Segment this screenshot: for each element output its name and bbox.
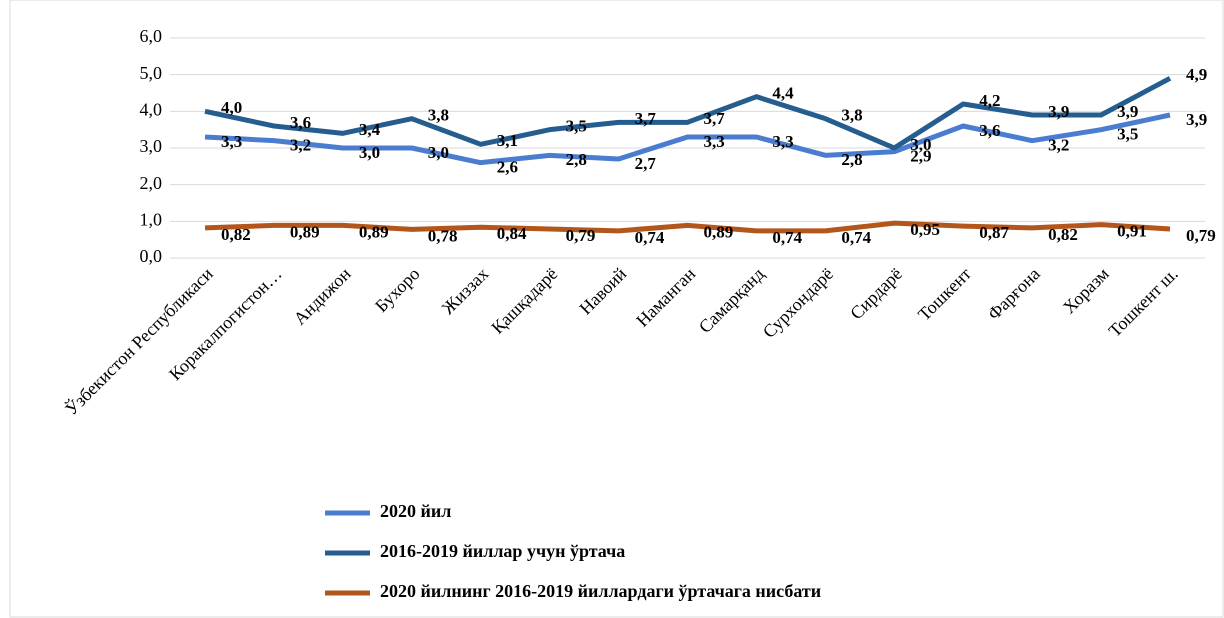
frame [9, 0, 1224, 618]
value-label: 0,78 [428, 226, 458, 245]
value-label: 0,91 [1117, 222, 1147, 241]
value-label: 3,0 [359, 143, 380, 162]
value-label: 0,84 [497, 224, 527, 243]
value-label: 3,4 [359, 120, 381, 139]
x-tick-label: Бухоро [371, 264, 423, 316]
value-label: 0,79 [1186, 226, 1216, 245]
series-line [204, 112, 1171, 166]
x-tick-label: Сирдарё [846, 264, 906, 324]
legend-label: 2020 йил [380, 501, 451, 521]
value-label: 2,8 [566, 150, 587, 169]
value-label: 3,2 [290, 136, 311, 155]
legend-label: 2016-2019 йиллар учун ўртача [380, 541, 625, 561]
value-label: 3,1 [497, 131, 518, 150]
value-label: 0,89 [290, 222, 320, 241]
x-tick-label: Наманган [632, 263, 699, 330]
series-line [204, 220, 1171, 234]
value-label: 4,2 [979, 91, 1000, 110]
value-label: 3,0 [428, 143, 449, 162]
value-label: 4,4 [772, 84, 794, 103]
value-label: 4,0 [221, 98, 242, 117]
value-label: 3,7 [704, 109, 726, 128]
value-label: 3,3 [704, 132, 725, 151]
value-label: 0,74 [635, 228, 665, 247]
value-label: 0,95 [910, 220, 940, 239]
y-tick-label: 6,0 [140, 26, 163, 46]
x-tick-label: Андижон [290, 263, 355, 328]
value-label: 3,6 [290, 113, 311, 132]
value-label: 3,9 [1117, 102, 1138, 121]
x-tick-label: Тошкент ш. [1105, 264, 1182, 341]
value-label: 0,89 [359, 222, 389, 241]
value-label: 0,82 [221, 225, 251, 244]
value-label: 0,89 [704, 222, 734, 241]
x-tick-label: Сурхондарё [759, 264, 837, 342]
y-tick-label: 1,0 [140, 209, 163, 229]
value-label: 3,0 [910, 135, 931, 154]
value-label: 3,3 [221, 132, 242, 151]
x-tick-label: Хоразм [1059, 264, 1113, 318]
series-line [204, 76, 1172, 151]
x-tick-label: Қашқадарё [487, 264, 561, 338]
value-label: 3,6 [979, 121, 1000, 140]
x-tick-label: Фарғона [984, 264, 1044, 324]
value-label: 3,8 [428, 106, 449, 125]
value-label: 0,82 [1048, 225, 1078, 244]
value-label: 0,87 [979, 223, 1009, 242]
value-label: 3,5 [1117, 125, 1138, 144]
value-label: 4,9 [1186, 65, 1207, 84]
x-tick-label: Тошкент [914, 264, 975, 325]
y-tick-label: 0,0 [140, 246, 163, 266]
value-label: 2,8 [841, 150, 862, 169]
y-tick-label: 4,0 [140, 99, 163, 119]
value-label: 3,7 [635, 109, 657, 128]
x-tick-label: Жиззах [438, 264, 493, 319]
value-label: 3,9 [1186, 110, 1207, 129]
value-label: 2,9 [910, 147, 931, 166]
value-label: 2,7 [635, 154, 657, 173]
y-tick-label: 2,0 [140, 173, 163, 193]
x-tick-label: Навоий [575, 263, 630, 318]
value-label: 3,8 [841, 106, 862, 125]
value-label: 0,74 [772, 228, 802, 247]
value-label: 3,3 [772, 132, 793, 151]
legend-label: 2020 йилнинг 2016-2019 йиллардаги ўртача… [380, 581, 821, 601]
value-label: 3,5 [566, 117, 587, 136]
value-label: 0,74 [841, 228, 871, 247]
value-label: 2,6 [497, 158, 518, 177]
x-tick-label: Самарқанд [695, 264, 768, 337]
y-tick-label: 5,0 [140, 63, 163, 83]
value-label: 3,2 [1048, 136, 1069, 155]
y-tick-label: 3,0 [140, 136, 163, 156]
value-label: 0,79 [566, 226, 596, 245]
value-label: 3,9 [1048, 102, 1069, 121]
